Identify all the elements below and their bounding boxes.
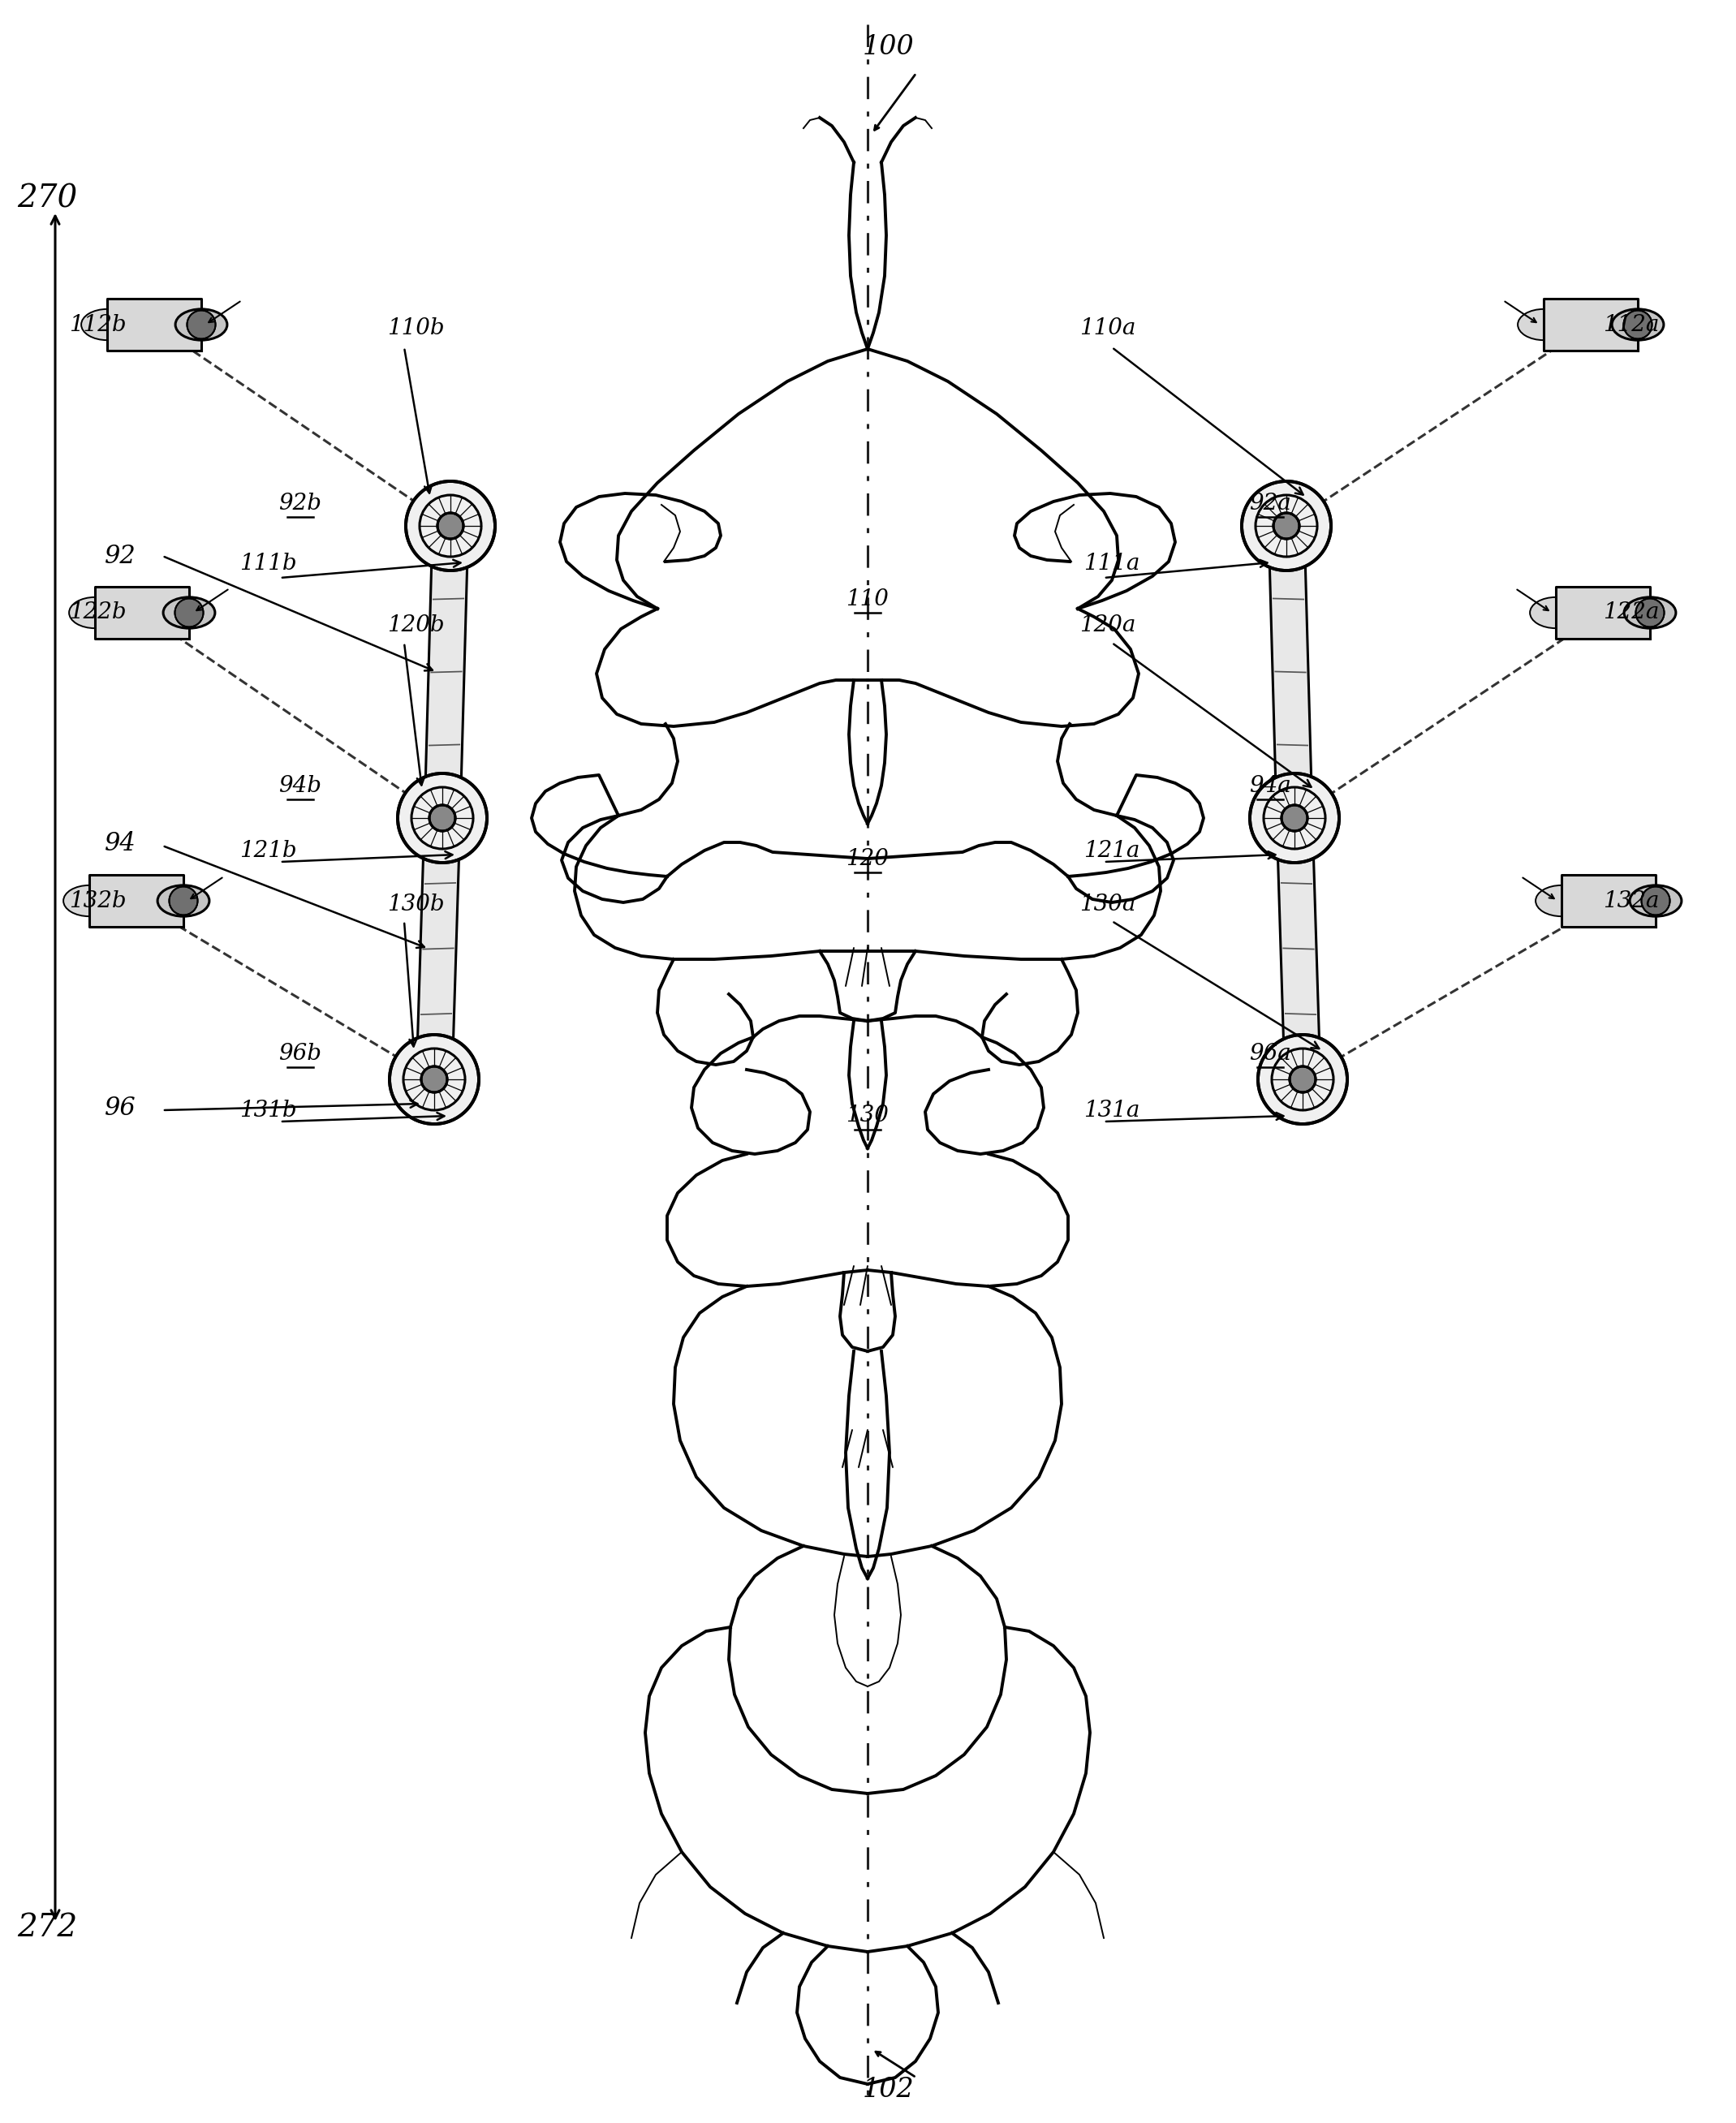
Text: 121b: 121b xyxy=(240,839,297,862)
Text: 131a: 131a xyxy=(1083,1100,1141,1121)
Ellipse shape xyxy=(1613,310,1663,340)
Circle shape xyxy=(389,1034,479,1123)
Text: 96a: 96a xyxy=(1250,1042,1292,1064)
Text: 92: 92 xyxy=(104,543,135,569)
Text: 102: 102 xyxy=(863,2076,915,2102)
Ellipse shape xyxy=(1625,597,1675,628)
Ellipse shape xyxy=(1529,597,1581,628)
Text: 94: 94 xyxy=(104,832,135,856)
Polygon shape xyxy=(425,524,469,819)
Polygon shape xyxy=(1555,586,1649,639)
Text: 92a: 92a xyxy=(1250,493,1292,514)
Text: 120: 120 xyxy=(845,847,889,870)
Circle shape xyxy=(1250,773,1338,862)
Circle shape xyxy=(422,1066,448,1093)
Ellipse shape xyxy=(158,885,210,917)
Text: 122b: 122b xyxy=(69,601,127,624)
Circle shape xyxy=(1259,1034,1347,1123)
Circle shape xyxy=(1281,805,1307,830)
Circle shape xyxy=(1623,310,1653,340)
Text: 272: 272 xyxy=(17,1913,76,1943)
Circle shape xyxy=(398,773,488,862)
Circle shape xyxy=(1274,514,1299,539)
Polygon shape xyxy=(1561,875,1656,928)
Polygon shape xyxy=(95,586,189,639)
Text: 130a: 130a xyxy=(1080,894,1135,915)
Text: 130b: 130b xyxy=(387,894,444,915)
Circle shape xyxy=(437,514,464,539)
Text: 132b: 132b xyxy=(69,890,127,911)
Text: 94b: 94b xyxy=(279,775,321,796)
Text: 112a: 112a xyxy=(1602,314,1660,335)
Ellipse shape xyxy=(69,597,122,628)
Text: 122a: 122a xyxy=(1602,601,1660,624)
Text: 111a: 111a xyxy=(1083,554,1141,575)
Circle shape xyxy=(429,805,455,830)
Text: 110a: 110a xyxy=(1080,318,1135,340)
Polygon shape xyxy=(1269,524,1312,819)
Polygon shape xyxy=(417,817,460,1081)
Ellipse shape xyxy=(1536,885,1587,917)
Text: 96b: 96b xyxy=(279,1042,321,1064)
Circle shape xyxy=(168,887,198,915)
Ellipse shape xyxy=(1517,310,1569,340)
Ellipse shape xyxy=(163,597,215,628)
Circle shape xyxy=(406,482,495,571)
Text: 121a: 121a xyxy=(1083,839,1141,862)
Ellipse shape xyxy=(64,885,115,917)
Circle shape xyxy=(1642,887,1670,915)
Text: 110b: 110b xyxy=(387,318,444,340)
Circle shape xyxy=(175,599,203,626)
Polygon shape xyxy=(1276,817,1321,1081)
Ellipse shape xyxy=(1630,885,1682,917)
Text: 111b: 111b xyxy=(240,554,297,575)
Text: 120b: 120b xyxy=(387,614,444,637)
Text: 100: 100 xyxy=(863,34,915,59)
Polygon shape xyxy=(89,875,184,928)
Polygon shape xyxy=(108,299,201,350)
Circle shape xyxy=(1241,482,1332,571)
Circle shape xyxy=(1635,599,1665,626)
Text: 130: 130 xyxy=(845,1104,889,1127)
Text: 270: 270 xyxy=(17,185,76,214)
Text: 131b: 131b xyxy=(240,1100,297,1121)
Polygon shape xyxy=(1543,299,1637,350)
Text: 120a: 120a xyxy=(1080,614,1135,637)
Text: 112b: 112b xyxy=(69,314,127,335)
Circle shape xyxy=(187,310,215,340)
Text: 96: 96 xyxy=(104,1095,135,1121)
Text: 132a: 132a xyxy=(1602,890,1660,911)
Circle shape xyxy=(1290,1066,1316,1093)
Ellipse shape xyxy=(175,310,227,340)
Ellipse shape xyxy=(82,310,134,340)
Text: 94a: 94a xyxy=(1250,775,1292,796)
Text: 92b: 92b xyxy=(279,493,321,514)
Text: 110: 110 xyxy=(845,588,889,609)
